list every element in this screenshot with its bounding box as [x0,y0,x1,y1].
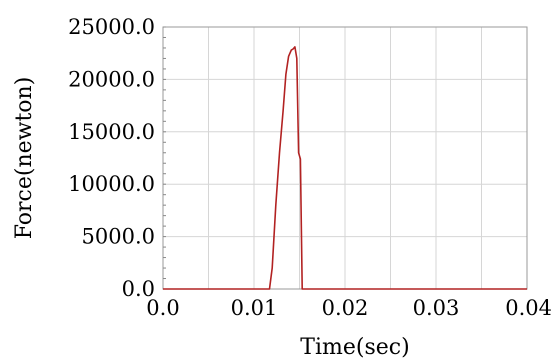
y-tick-label: 15000.0 [68,120,155,144]
x-tick-label: 0.02 [322,296,369,320]
x-axis-title: Time(sec) [300,335,409,360]
y-tick-label: 20000.0 [68,67,155,91]
y-tick-label: 5000.0 [82,225,155,249]
grid-lines [162,26,528,290]
y-tick-label: 10000.0 [68,172,155,196]
y-tick-label: 25000.0 [68,15,155,39]
y-minor-ticks [163,26,166,290]
y-axis-title: Force(newton) [12,77,37,240]
y-tick-labels: 0.0 5000.0 10000.0 15000.0 20000.0 25000.0 [68,15,155,301]
x-tick-label: 0.03 [413,296,460,320]
x-tick-label: 0.0 [146,296,179,320]
x-tick-label: 0.04 [505,296,552,320]
x-tick-labels: 0.0 0.01 0.02 0.03 0.04 [146,296,552,320]
x-tick-label: 0.01 [231,296,278,320]
series-layer [163,46,527,290]
y-tick-label: 0.0 [122,277,155,301]
force-series-line [163,46,527,290]
